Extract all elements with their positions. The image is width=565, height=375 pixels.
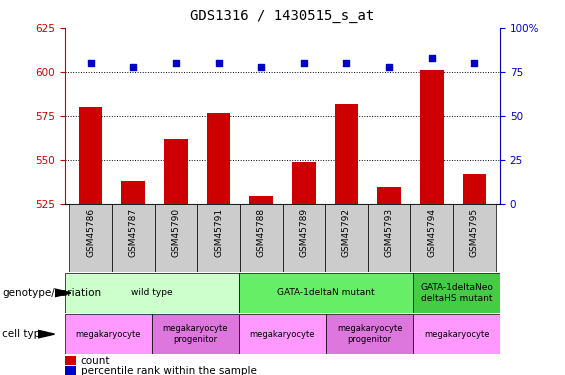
Bar <box>413 273 500 313</box>
Text: GSM45794: GSM45794 <box>427 208 436 257</box>
Bar <box>65 357 76 365</box>
Bar <box>453 204 496 272</box>
Text: megakaryocyte: megakaryocyte <box>76 330 141 339</box>
Bar <box>164 139 188 204</box>
Bar <box>334 104 358 204</box>
Bar <box>65 366 76 375</box>
Bar <box>121 182 145 204</box>
Text: GSM45788: GSM45788 <box>257 208 266 257</box>
Text: GATA-1deltaN mutant: GATA-1deltaN mutant <box>277 288 375 297</box>
Point <box>129 64 138 70</box>
Bar <box>377 187 401 204</box>
Polygon shape <box>54 289 71 297</box>
Point <box>299 60 308 66</box>
Bar <box>282 204 325 272</box>
Point <box>257 64 266 70</box>
Text: percentile rank within the sample: percentile rank within the sample <box>81 366 257 375</box>
Text: megakaryocyte
progenitor: megakaryocyte progenitor <box>163 324 228 344</box>
Bar <box>325 204 368 272</box>
Text: GSM45790: GSM45790 <box>171 208 180 257</box>
Bar <box>463 174 486 204</box>
Text: GDS1316 / 1430515_s_at: GDS1316 / 1430515_s_at <box>190 9 375 23</box>
Bar <box>239 314 326 354</box>
Text: GSM45795: GSM45795 <box>470 208 479 257</box>
Bar <box>413 314 500 354</box>
Bar <box>152 314 239 354</box>
Point <box>214 60 223 66</box>
Bar <box>249 195 273 204</box>
Text: GATA-1deltaNeo
deltaHS mutant: GATA-1deltaNeo deltaHS mutant <box>420 283 493 303</box>
Bar <box>240 204 282 272</box>
Bar <box>79 107 102 204</box>
Bar <box>292 162 316 204</box>
Bar <box>410 204 453 272</box>
Bar <box>65 314 152 354</box>
Point <box>385 64 394 70</box>
Polygon shape <box>37 330 54 338</box>
Bar <box>155 204 197 272</box>
Bar <box>420 70 444 204</box>
Bar <box>65 273 239 313</box>
Bar <box>207 113 231 204</box>
Text: megakaryocyte: megakaryocyte <box>250 330 315 339</box>
Bar <box>69 204 112 272</box>
Text: cell type: cell type <box>2 329 47 339</box>
Bar <box>368 204 410 272</box>
Point <box>470 60 479 66</box>
Text: megakaryocyte: megakaryocyte <box>424 330 489 339</box>
Text: GSM45786: GSM45786 <box>86 208 95 257</box>
Text: GSM45791: GSM45791 <box>214 208 223 257</box>
Text: GSM45787: GSM45787 <box>129 208 138 257</box>
Text: GSM45793: GSM45793 <box>385 208 394 257</box>
Point <box>86 60 95 66</box>
Point <box>342 60 351 66</box>
Bar <box>197 204 240 272</box>
Text: wild type: wild type <box>131 288 173 297</box>
Bar <box>112 204 155 272</box>
Bar <box>239 273 413 313</box>
Point <box>171 60 180 66</box>
Text: GSM45789: GSM45789 <box>299 208 308 257</box>
Text: megakaryocyte
progenitor: megakaryocyte progenitor <box>337 324 402 344</box>
Point <box>427 55 436 61</box>
Text: GSM45792: GSM45792 <box>342 208 351 257</box>
Bar <box>326 314 413 354</box>
Text: genotype/variation: genotype/variation <box>2 288 101 298</box>
Text: count: count <box>81 356 110 366</box>
